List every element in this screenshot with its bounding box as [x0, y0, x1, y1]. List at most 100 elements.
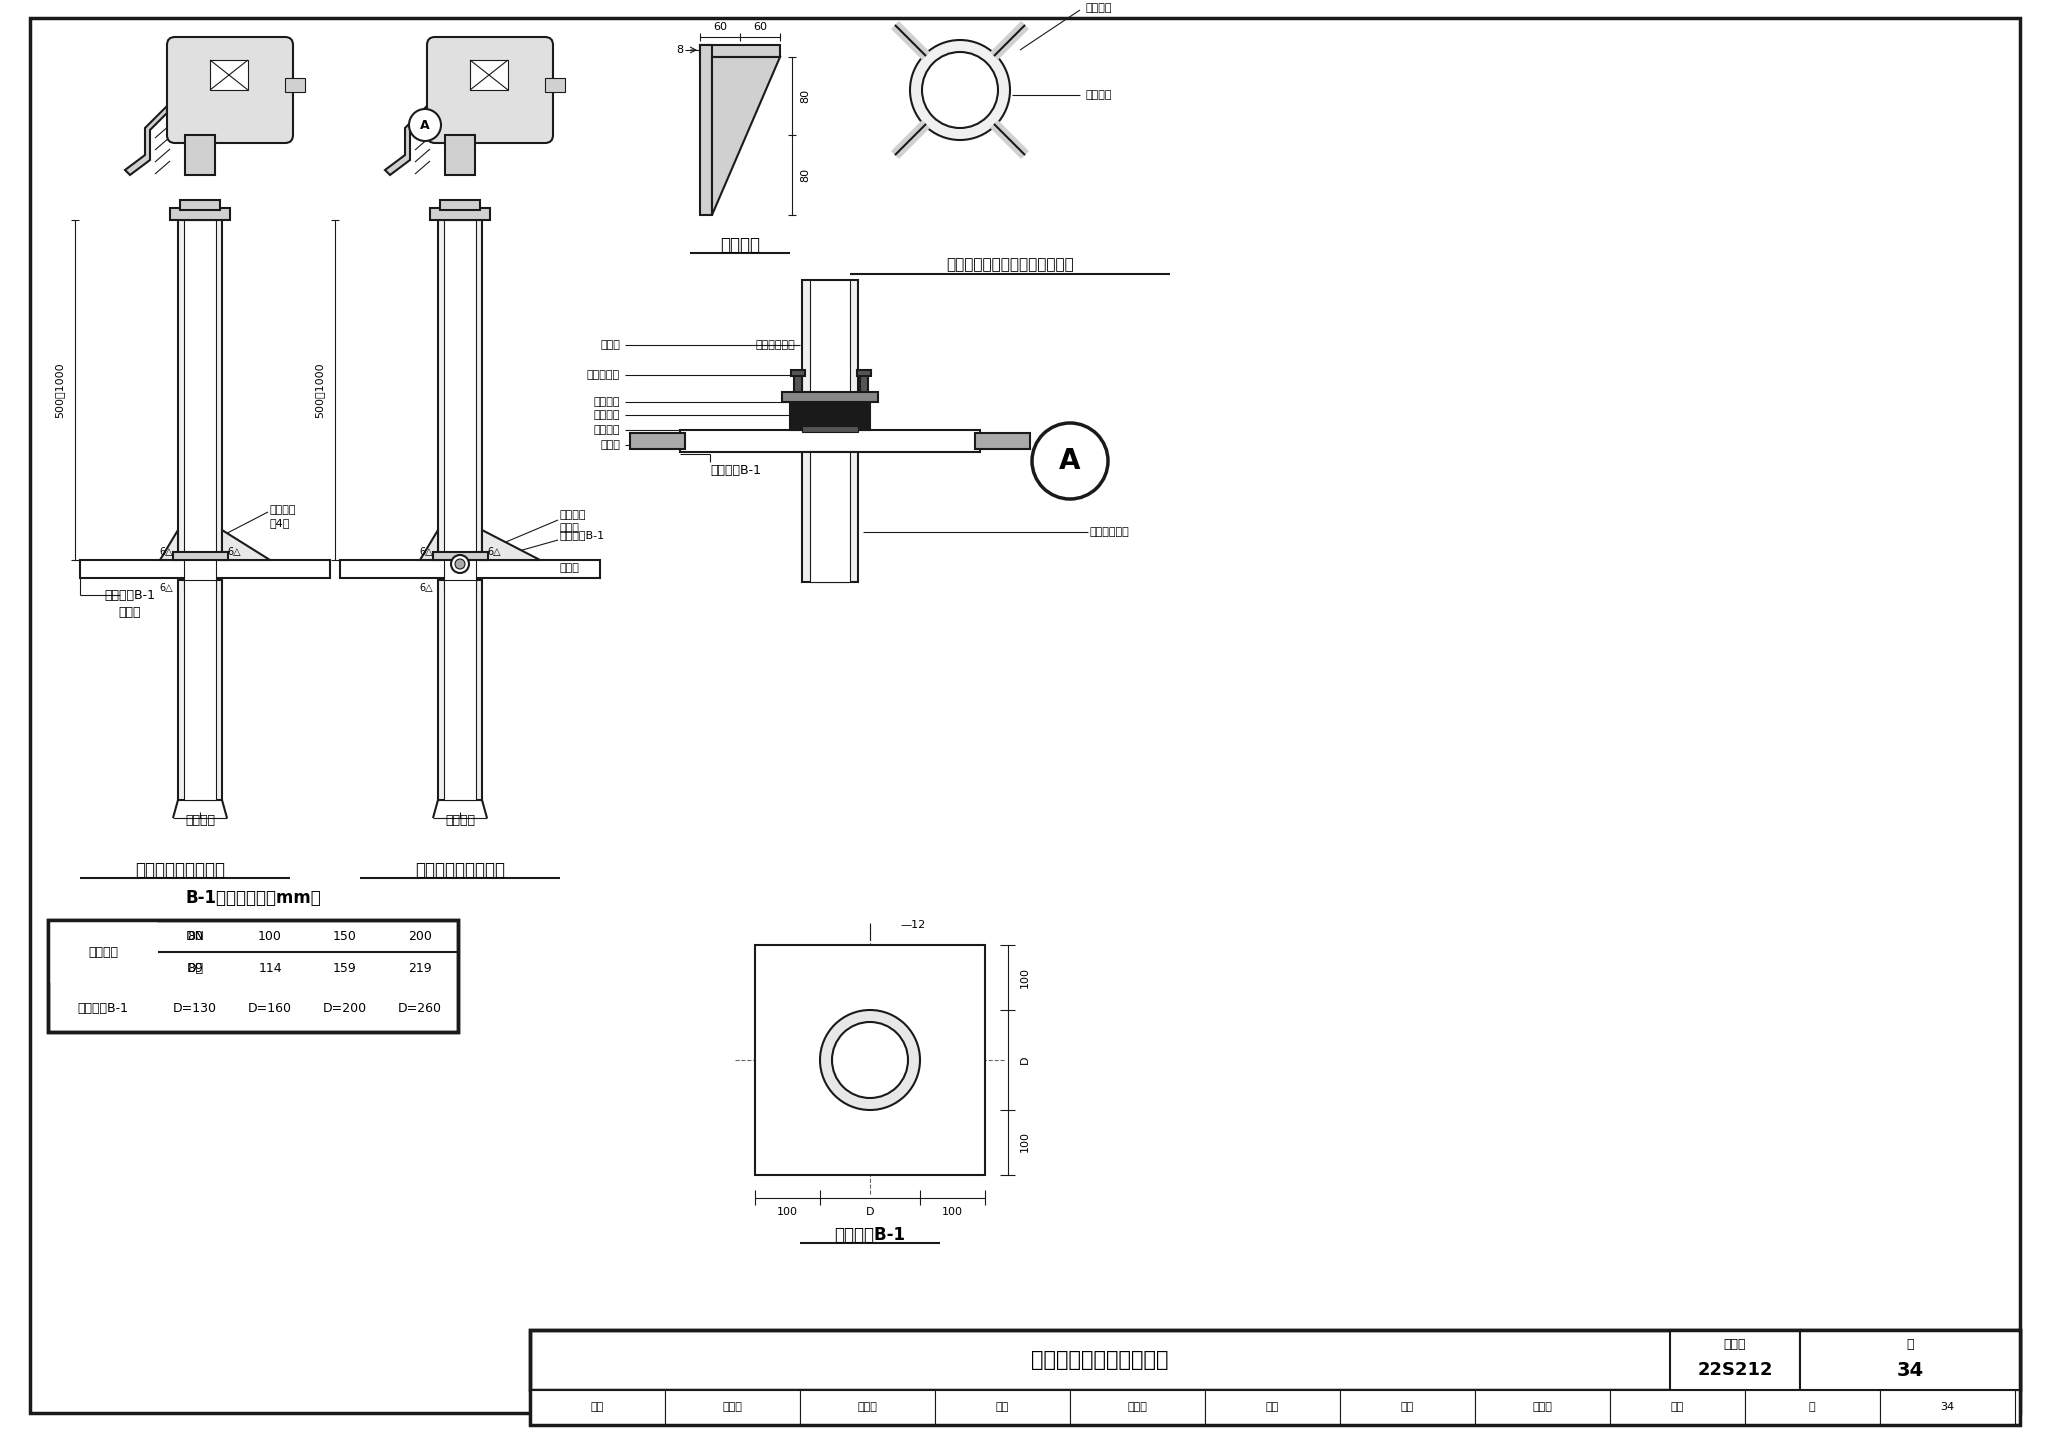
- Bar: [791, 400, 870, 431]
- Text: 页: 页: [1907, 1338, 1913, 1351]
- Polygon shape: [420, 531, 438, 560]
- Bar: [530, 1330, 2019, 1391]
- Text: DN: DN: [186, 929, 205, 942]
- Text: 板下消防管道: 板下消防管道: [1090, 526, 1130, 536]
- Bar: [178, 580, 221, 800]
- Bar: [860, 376, 868, 400]
- Text: 114: 114: [258, 961, 283, 974]
- Text: 34: 34: [1939, 1402, 1954, 1412]
- FancyBboxPatch shape: [168, 38, 293, 144]
- FancyBboxPatch shape: [426, 38, 553, 144]
- Text: 60: 60: [754, 22, 768, 32]
- Polygon shape: [160, 531, 178, 560]
- Bar: [1339, 1391, 1475, 1425]
- Bar: [444, 135, 475, 175]
- Polygon shape: [481, 531, 541, 560]
- Circle shape: [909, 41, 1010, 141]
- Bar: [444, 220, 475, 590]
- Text: 自动消防炮钢板上安装图: 自动消防炮钢板上安装图: [1032, 1350, 1169, 1370]
- Text: 80: 80: [801, 88, 811, 103]
- Text: 法兰盘: 法兰盘: [600, 439, 621, 450]
- Text: B-1尺寸选用表（mm）: B-1尺寸选用表（mm）: [184, 889, 322, 908]
- Circle shape: [410, 109, 440, 141]
- Text: 法兰盘: 法兰盘: [559, 523, 580, 534]
- Bar: [530, 1330, 2019, 1425]
- Text: 双立成: 双立成: [856, 1402, 877, 1412]
- Text: 219: 219: [408, 961, 432, 974]
- Text: 159: 159: [334, 961, 356, 974]
- Text: 加劲肋板与消防管道焊接示意图: 加劲肋板与消防管道焊接示意图: [946, 258, 1073, 273]
- Bar: [1204, 1391, 1339, 1425]
- Text: 22S212: 22S212: [1698, 1362, 1774, 1379]
- Text: 姚大鹏: 姚大鹏: [1532, 1402, 1552, 1412]
- Text: 6△: 6△: [420, 547, 432, 557]
- Text: 89: 89: [186, 961, 203, 974]
- Text: 消防管道: 消防管道: [88, 945, 119, 958]
- Text: 6△: 6△: [160, 583, 172, 593]
- Text: D: D: [866, 1206, 874, 1217]
- Bar: [340, 560, 600, 579]
- Bar: [49, 921, 158, 983]
- Bar: [444, 580, 475, 800]
- Text: —12: —12: [899, 919, 926, 929]
- Bar: [469, 59, 508, 90]
- Text: 100: 100: [258, 929, 283, 942]
- Text: 带螺栓的: 带螺栓的: [559, 510, 586, 521]
- Text: 80: 80: [801, 168, 811, 183]
- Bar: [211, 59, 248, 90]
- Text: 60: 60: [713, 22, 727, 32]
- Text: 8: 8: [676, 45, 684, 55]
- Text: 钢板上安装图（二）: 钢板上安装图（二）: [416, 861, 506, 879]
- Bar: [803, 426, 858, 432]
- Text: D=260: D=260: [397, 1002, 442, 1015]
- Bar: [530, 1391, 666, 1425]
- Text: 加劲肋板: 加劲肋板: [1085, 3, 1112, 13]
- Bar: [545, 78, 565, 91]
- Text: 100: 100: [1020, 1131, 1030, 1153]
- Text: 100: 100: [1020, 967, 1030, 987]
- Text: 共4块: 共4块: [270, 518, 291, 528]
- Bar: [1880, 1391, 2015, 1425]
- Text: 申方宁: 申方宁: [1126, 1402, 1147, 1412]
- Text: A: A: [420, 119, 430, 132]
- Bar: [184, 580, 215, 800]
- Text: 加强钢板B-1: 加强钢板B-1: [834, 1227, 905, 1244]
- Bar: [666, 1391, 801, 1425]
- Text: D=200: D=200: [324, 1002, 367, 1015]
- Text: 消防管道: 消防管道: [1085, 90, 1112, 100]
- Text: D=160: D=160: [248, 1002, 293, 1015]
- Bar: [530, 1391, 2019, 1425]
- Text: 加劲肋板: 加劲肋板: [270, 505, 297, 515]
- Bar: [47, 919, 459, 1032]
- Text: D=130: D=130: [172, 1002, 217, 1015]
- Text: 带螺栓的: 带螺栓的: [594, 425, 621, 435]
- Bar: [1610, 1391, 1745, 1425]
- Text: 签名: 签名: [1671, 1402, 1683, 1412]
- Bar: [680, 431, 981, 452]
- Bar: [47, 919, 459, 1032]
- Text: 密封圈: 密封圈: [600, 339, 621, 349]
- Circle shape: [455, 560, 465, 568]
- Text: 500～1000: 500～1000: [53, 362, 63, 418]
- Text: A: A: [1059, 447, 1081, 476]
- Text: 34: 34: [1896, 1360, 1923, 1379]
- Text: 6△: 6△: [160, 547, 172, 557]
- Text: 设计: 设计: [1401, 1402, 1413, 1412]
- Text: 张立成: 张立成: [723, 1402, 741, 1412]
- Text: 加强钢板B-1: 加强钢板B-1: [78, 1002, 129, 1015]
- Text: 消防管道: 消防管道: [184, 813, 215, 826]
- Bar: [856, 370, 870, 376]
- Polygon shape: [125, 103, 174, 175]
- Bar: [1475, 1391, 1610, 1425]
- Text: 审核: 审核: [590, 1402, 604, 1412]
- Bar: [184, 135, 215, 175]
- Text: 加强钢板B-1: 加强钢板B-1: [104, 589, 156, 602]
- Circle shape: [1032, 423, 1108, 499]
- Text: 加劲肋板: 加劲肋板: [721, 236, 760, 254]
- Text: 钢板上安装图（一）: 钢板上安装图（一）: [135, 861, 225, 879]
- Bar: [811, 280, 850, 431]
- Bar: [700, 45, 713, 215]
- Bar: [430, 207, 489, 220]
- Text: 6△: 6△: [227, 547, 240, 557]
- Circle shape: [922, 52, 997, 128]
